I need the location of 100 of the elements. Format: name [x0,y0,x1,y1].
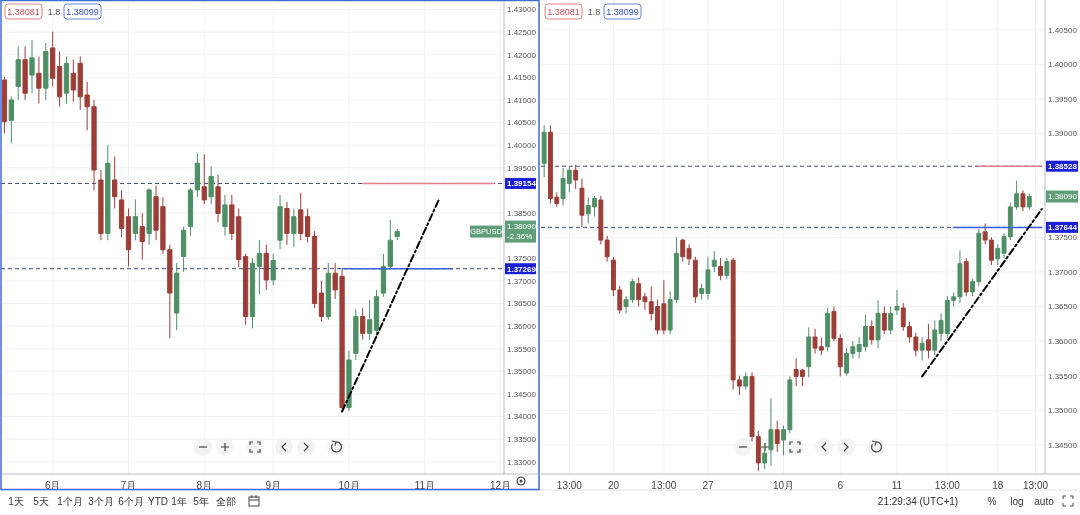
candlestick [387,219,393,271]
annotation: 1.38081 [7,6,40,17]
text: 1.38090 [507,222,537,232]
x-tick-label: 11 [891,480,903,491]
candlestick [249,257,256,329]
candlestick [573,164,579,190]
ref-line-label: 1.38528 [1048,162,1078,172]
candlestick [1,76,8,134]
candlestick [118,189,125,238]
x-tick-label: 13:00 [1023,480,1049,491]
candlestick [277,194,283,250]
candlestick [208,165,214,205]
candlestick [256,239,263,295]
y-tick-label: 1.36000 [507,321,537,331]
candlestick [926,323,931,359]
ref-line-label: 1.37644 [1048,223,1078,233]
candlestick [146,187,152,246]
candlestick [353,309,359,361]
text: 全部 [216,495,236,507]
candlestick [711,250,717,273]
candlestick [187,187,194,237]
candlestick [194,152,201,198]
candlestick [174,262,180,331]
y-tick-label: 1.35500 [507,344,537,354]
candlestick [360,307,366,341]
candlestick [768,398,774,467]
candlestick [718,257,723,281]
candlestick [881,306,887,335]
text: 21:29:34 (UTC+1) [877,495,959,507]
x-tick-label: 27 [702,480,714,491]
ref-line-label: 1.39154 [507,179,537,189]
candlestick [394,228,400,241]
y-tick-label: 1.40000 [507,140,537,150]
y-tick-label: 1.40500 [507,118,537,128]
candlestick [56,51,63,108]
candlestick [291,208,297,248]
candlestick [50,31,56,87]
y-tick-label: 1.33000 [507,457,537,467]
x-tick-label: 10月 [772,480,795,491]
y-tick-label: 1.37000 [507,276,537,286]
text: 1年 [171,495,187,507]
y-tick-label: 1.41500 [507,73,537,83]
text: 1天 [8,495,24,507]
candlestick [894,289,900,316]
candlestick [869,319,875,346]
y-tick-label: 1.36500 [1048,302,1078,312]
candlestick [743,371,749,391]
y-tick-label: 1.36000 [1048,336,1078,346]
candlestick [373,289,380,337]
annotation: 1.38081 [547,6,580,17]
candlestick [222,194,228,237]
candlestick [98,169,104,241]
x-tick-label: 6 [837,480,844,491]
text: -2.36% [507,232,533,242]
x-tick-label: 20 [607,480,620,491]
candlestick [1026,193,1032,211]
y-tick-label: 1.39000 [1048,129,1078,139]
y-tick-label: 1.40500 [1048,25,1078,35]
y-tick-label: 1.37000 [1048,267,1078,277]
candlestick [541,124,547,178]
x-tick-label: 18 [992,480,1004,491]
candlestick [139,212,145,261]
y-tick-label: 1.42000 [507,50,537,60]
candlestick [180,226,187,273]
y-tick-label: 1.38500 [507,208,537,218]
y-tick-label: 1.39500 [507,163,537,173]
ref-line-label: 1.37269 [507,264,537,274]
x-tick-label: 13:00 [934,480,961,491]
candlestick [724,257,730,280]
x-tick-label: 13:00 [651,480,677,491]
annotation: 1.38099 [66,6,99,17]
candlestick [604,235,610,263]
annotation: 1.38099 [606,6,639,17]
candlestick [215,174,221,223]
y-tick-label: 1.42500 [507,27,537,37]
y-tick-label: 1.33500 [507,434,537,444]
candlestick [1020,189,1026,212]
y-tick-label: 1.36500 [507,299,537,309]
y-tick-label: 1.37500 [507,254,537,264]
text: 1个月 [57,495,83,507]
candlestick [22,46,28,101]
candlestick [825,307,831,353]
text: 5年 [193,495,209,507]
candlestick [963,257,969,297]
y-tick-label: 1.35000 [507,367,537,377]
candlestick [270,253,276,286]
candlestick [36,56,42,105]
candlestick [63,56,70,105]
y-tick-label: 1.40000 [1048,60,1078,70]
candlestick [43,42,49,101]
candlestick [132,198,138,241]
candlestick [919,336,925,362]
x-tick-label: 13:00 [556,480,583,491]
candlestick [201,153,207,205]
candlestick [29,39,35,94]
text: 5天 [33,495,49,507]
candlestick [15,46,21,101]
text: % [987,495,997,507]
candlestick [318,280,325,323]
candlestick [774,420,780,453]
